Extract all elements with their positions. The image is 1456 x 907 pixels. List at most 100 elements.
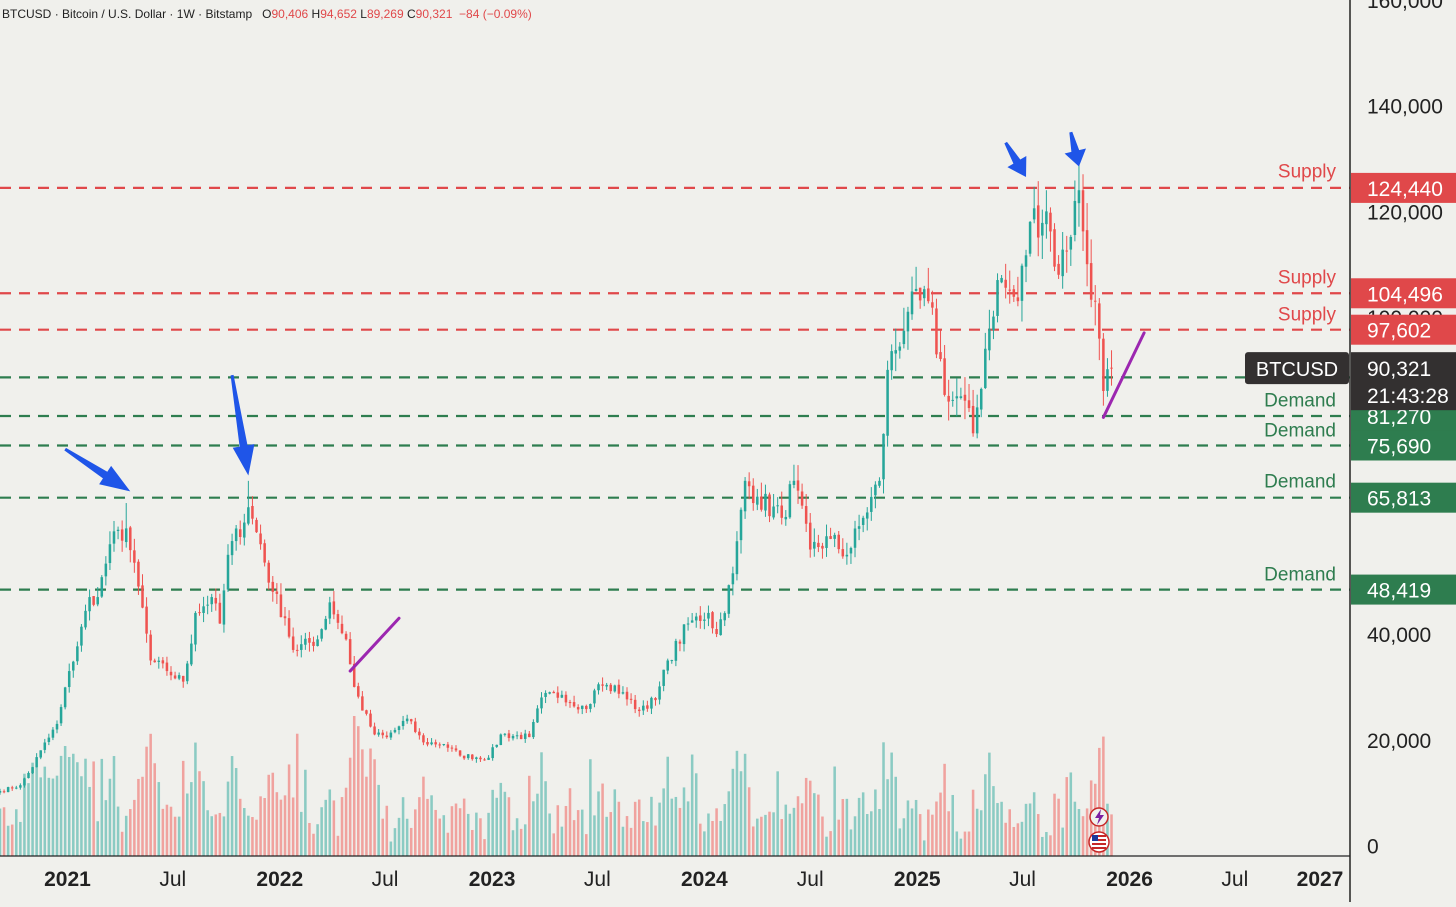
candle: [613, 685, 617, 692]
candle: [202, 606, 205, 613]
volume-bar: [365, 776, 368, 856]
volume-bar: [214, 814, 218, 856]
volume-bar: [324, 799, 327, 856]
candle: [906, 311, 910, 332]
candle: [947, 395, 950, 402]
level-price-badge: [1351, 430, 1456, 461]
candle: [617, 684, 621, 694]
candle: [414, 721, 417, 732]
x-tick-label: Jul: [372, 868, 399, 891]
volume-bar: [487, 812, 490, 856]
candle: [646, 705, 649, 709]
volume-bar: [857, 797, 861, 856]
interval[interactable]: 1W: [176, 7, 195, 21]
volume-bar: [84, 758, 87, 856]
volume-bar: [808, 780, 812, 856]
volume-bar: [601, 783, 604, 856]
candle: [1089, 263, 1093, 300]
candle: [300, 644, 303, 650]
volume-bar: [975, 808, 979, 856]
candle: [817, 542, 820, 548]
candle: [316, 639, 319, 647]
candle: [931, 302, 934, 308]
level-price-label: 75,690: [1367, 435, 1431, 458]
candle: [141, 585, 144, 608]
candle: [291, 636, 295, 650]
volume-bar: [1041, 836, 1044, 856]
candle: [959, 396, 963, 398]
candle: [686, 623, 690, 625]
volume-bar: [1077, 809, 1081, 856]
candle: [454, 748, 458, 751]
candle: [161, 660, 165, 664]
candle: [874, 484, 877, 496]
volume-bar: [882, 742, 885, 856]
candle: [625, 691, 629, 700]
volume-bar: [637, 799, 641, 856]
candle: [861, 517, 865, 525]
bar-countdown: 21:43:28: [1367, 385, 1449, 408]
volume-bar: [251, 817, 254, 856]
open-value: 90,406: [271, 7, 309, 21]
candle: [279, 594, 283, 618]
candle: [385, 735, 389, 738]
volume-bar: [597, 791, 600, 856]
candle: [1093, 300, 1097, 302]
volume-bar: [35, 766, 38, 856]
x-tick-label: Jul: [1009, 868, 1036, 891]
candle: [495, 744, 498, 747]
candle: [324, 618, 327, 630]
volume-bar: [902, 818, 906, 856]
candle: [47, 737, 51, 743]
volume-bar: [405, 818, 409, 856]
volume-bar: [585, 834, 588, 856]
volume-bar: [646, 822, 649, 856]
candle: [560, 694, 564, 698]
candle: [418, 731, 421, 736]
volume-bar: [267, 774, 270, 856]
last-price-badge: BTCUSD 90,321 21:43:28: [1245, 352, 1456, 411]
candle: [633, 699, 637, 710]
candle: [731, 573, 735, 585]
us-flag-icon: [1088, 831, 1110, 853]
volume-bar: [674, 796, 678, 856]
x-tick-label: Jul: [1221, 868, 1248, 891]
volume-bar: [137, 778, 140, 856]
volume-bar: [112, 756, 116, 856]
candle: [694, 616, 698, 621]
candle: [580, 705, 584, 709]
low-value: 89,269: [366, 7, 404, 21]
volume-bar: [59, 755, 63, 856]
candle: [609, 684, 612, 692]
candle: [1020, 265, 1024, 301]
volume-bar: [650, 796, 653, 856]
candle: [0, 791, 2, 793]
candle: [662, 669, 665, 686]
candle: [483, 759, 486, 761]
volume-bar: [548, 813, 551, 856]
volume-bar: [422, 776, 425, 856]
candle: [369, 713, 372, 727]
volume-bar: [988, 752, 991, 856]
candle: [780, 505, 783, 518]
candle: [1032, 208, 1036, 220]
volume-bar: [739, 771, 743, 856]
candle: [984, 348, 987, 389]
candle: [206, 604, 209, 606]
symbol[interactable]: BTCUSD: [2, 7, 52, 21]
candle: [922, 289, 926, 299]
candle: [898, 346, 902, 351]
candle: [1053, 229, 1056, 267]
volume-bar: [377, 784, 380, 856]
candle: [450, 747, 454, 749]
low-label: L: [360, 7, 367, 21]
candle: [739, 509, 743, 541]
candle: [263, 543, 266, 563]
volume-bar: [426, 798, 429, 856]
volume-bar: [711, 820, 714, 856]
volume-bar: [1069, 772, 1073, 856]
candle: [267, 562, 270, 583]
candle: [1102, 338, 1105, 392]
